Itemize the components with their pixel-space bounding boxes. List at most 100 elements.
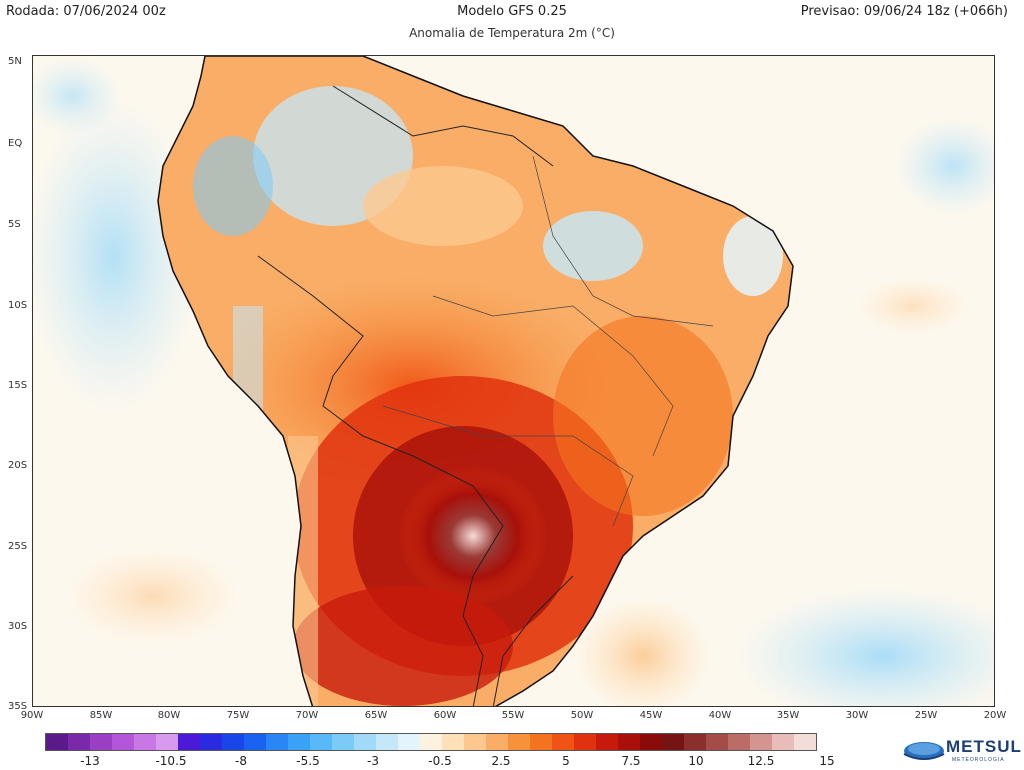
lat-label-25s: 25S [8, 541, 28, 552]
model-title: Modelo GFS 0.25 [457, 4, 567, 19]
colorbar-swatch [728, 734, 750, 750]
pacific-warm-anomaly [63, 546, 243, 646]
lat-label-20s: 20S [8, 460, 28, 471]
colorbar-label-neg13: -13 [80, 754, 100, 768]
colorbar-swatch [354, 734, 376, 750]
colorbar-swatch [398, 734, 420, 750]
lon-label-30w: 30W [845, 710, 869, 721]
lat-label-5n: 5N [8, 56, 22, 67]
colorbar [45, 733, 817, 751]
colorbar-label-neg5-5: -5.5 [296, 754, 320, 768]
colorbar-label-2-5: 2.5 [491, 754, 511, 768]
colorbar-swatch [640, 734, 662, 750]
land-anomaly-patterns [193, 86, 783, 706]
colorbar-swatch [156, 734, 178, 750]
variable-subtitle: Anomalia de Temperatura 2m (°C) [409, 26, 615, 40]
lat-label-5s: 5S [8, 219, 21, 230]
lat-label-10s: 10S [8, 300, 28, 311]
colorbar-label-neg3: -3 [367, 754, 379, 768]
colorbar-swatch [46, 734, 68, 750]
coastline [157, 56, 794, 706]
colorbar-swatch [794, 734, 816, 750]
colorbar-swatch [530, 734, 552, 750]
lat-label-35s: 35S [8, 701, 28, 712]
colorbar-swatch [662, 734, 684, 750]
colorbar-swatch [574, 734, 596, 750]
brand-tagline: METEOROLOGIA [952, 757, 1005, 763]
colorbar-swatch [112, 734, 134, 750]
colorbar-label-7-5: 7.5 [621, 754, 641, 768]
pacific-north-cool-anomaly [33, 56, 123, 136]
model-run-label: Rodada: 07/06/2024 00z [6, 4, 166, 19]
colorbar-label-12-5: 12.5 [747, 754, 775, 768]
colorbar-swatch [772, 734, 794, 750]
colorbar-label-15: 15 [819, 754, 835, 768]
colorbar-swatch [68, 734, 90, 750]
lon-label-35w: 35W [776, 710, 800, 721]
forecast-time-label: Previsao: 09/06/24 18z (+066h) [800, 4, 1008, 19]
lon-label-55w: 55W [501, 710, 525, 721]
colorbar-swatch [222, 734, 244, 750]
lon-label-75w: 75W [226, 710, 250, 721]
atlantic-warm-patch [853, 276, 973, 336]
colorbar-label-neg8: -8 [235, 754, 247, 768]
temperature-anomaly-map [32, 55, 995, 707]
colorbar-swatch [464, 734, 486, 750]
colorbar-swatch [618, 734, 640, 750]
colorbar-swatch [486, 734, 508, 750]
country-border-north [332, 85, 554, 167]
colorbar-swatch [266, 734, 288, 750]
colorbar-swatch [750, 734, 772, 750]
colorbar-swatch [134, 734, 156, 750]
max-anomaly-core [398, 466, 548, 606]
lat-label-eq: EQ [8, 138, 23, 149]
lat-label-15s: 15S [8, 380, 28, 391]
colorbar-swatch [706, 734, 728, 750]
colorbar-label-10: 10 [688, 754, 704, 768]
colorbar-swatch [684, 734, 706, 750]
lat-label-30s: 30S [8, 621, 28, 632]
atlantic-north-cool-anomaly [893, 116, 994, 216]
colorbar-swatch [552, 734, 574, 750]
colorbar-swatch [288, 734, 310, 750]
lon-label-90w: 90W [20, 710, 44, 721]
lon-label-25w: 25W [914, 710, 938, 721]
lon-label-60w: 60W [433, 710, 457, 721]
colorbar-swatch [596, 734, 618, 750]
country-border-west [257, 255, 504, 706]
country-border-south [492, 575, 574, 706]
colorbar-swatch [200, 734, 222, 750]
atlantic-warm-anomaly [573, 596, 713, 706]
colorbar-swatch [332, 734, 354, 750]
lon-label-80w: 80W [157, 710, 181, 721]
lon-label-45w: 45W [639, 710, 663, 721]
colorbar-swatch [90, 734, 112, 750]
lon-label-70w: 70W [295, 710, 319, 721]
lon-label-40w: 40W [708, 710, 732, 721]
andes-north-cool-patch [193, 136, 273, 236]
argentina-hot-area [293, 586, 513, 706]
colorbar-label-neg0-5: -0.5 [428, 754, 452, 768]
state-border-1 [432, 295, 674, 457]
state-border-3 [532, 155, 714, 327]
colorbar-swatch [442, 734, 464, 750]
lon-label-50w: 50W [570, 710, 594, 721]
colorbar-swatch [508, 734, 530, 750]
colorbar-label-neg10-5: -10.5 [155, 754, 187, 768]
colorbar-swatch [178, 734, 200, 750]
amazon-east-cool-patch [543, 211, 643, 281]
east-brazil-warm [553, 316, 733, 516]
pacific-cool-anomaly [33, 96, 203, 416]
state-border-2 [382, 405, 634, 527]
northeast-cool-patch [723, 216, 783, 296]
colorbar-label-5: 5 [562, 754, 570, 768]
brand-name: METSUL [946, 737, 1022, 756]
lon-label-20w: 20W [983, 710, 1007, 721]
colorbar-swatch [310, 734, 332, 750]
central-amazon-warm [363, 166, 523, 246]
map-canvas [33, 56, 994, 706]
lon-label-85w: 85W [89, 710, 113, 721]
colorbar-swatch [420, 734, 442, 750]
atlantic-south-cool-anomaly [733, 586, 994, 706]
lon-label-65w: 65W [364, 710, 388, 721]
